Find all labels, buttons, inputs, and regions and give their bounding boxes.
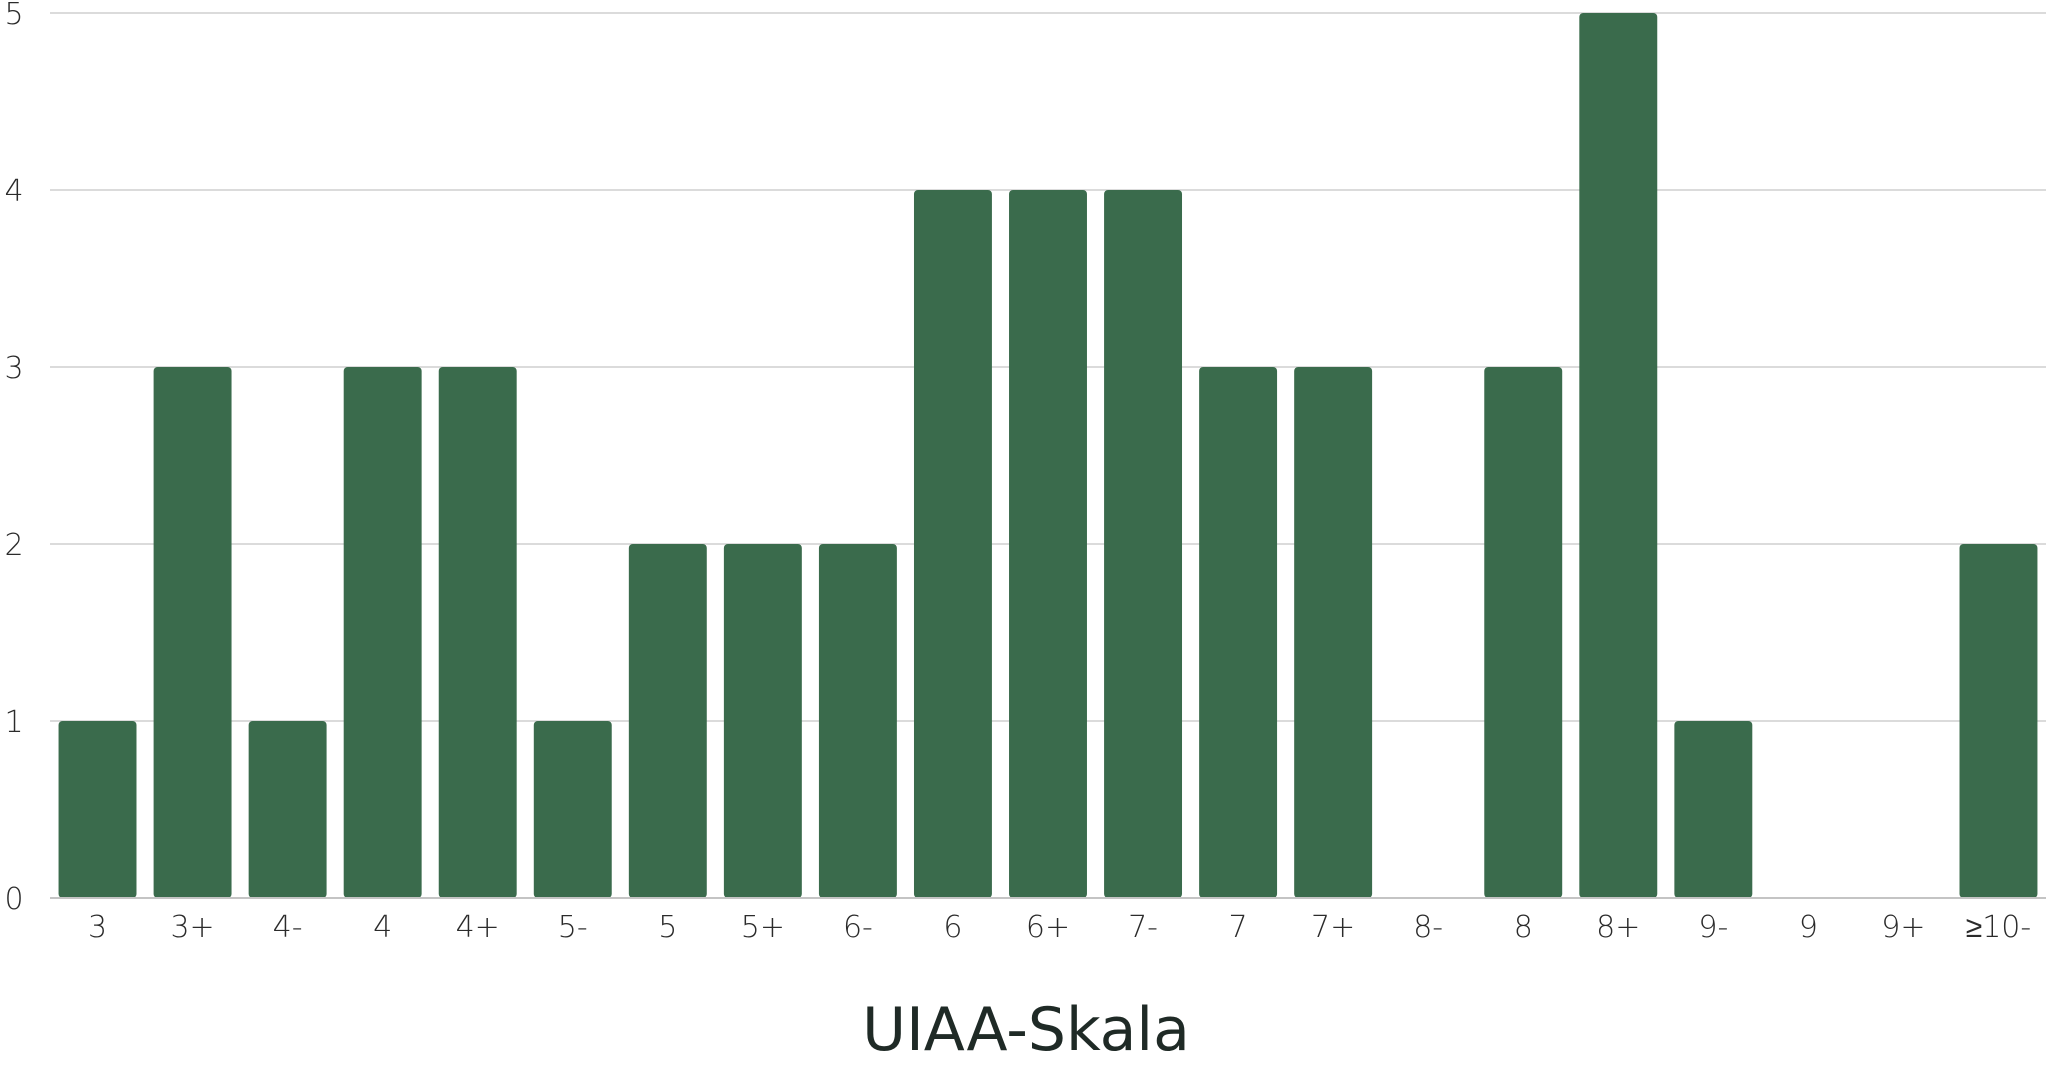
x-tick-label: 7+ [1311,910,1355,945]
x-axis-title: UIAA-Skala [862,995,1190,1065]
y-tick-label: 2 [4,528,23,563]
x-tick-label: 6 [943,910,962,945]
bar [1484,367,1563,898]
bar [1199,367,1278,898]
y-tick-label: 5 [4,0,23,32]
y-axis-ticks: 0 1 2 3 4 5 [4,0,23,917]
x-tick-label: 9- [1698,910,1728,945]
bar [1294,367,1373,898]
x-tick-label: 7- [1128,910,1158,945]
bar [1009,190,1087,898]
bar [723,544,802,898]
bar [248,721,327,898]
bar [533,721,612,898]
bar [1579,13,1658,898]
x-tick-label: 5+ [741,910,785,945]
y-tick-label: 3 [4,351,23,386]
x-tick-label: 8+ [1596,910,1640,945]
bar [153,367,232,898]
y-tick-label: 0 [4,882,23,917]
bar [1104,190,1183,898]
bar [438,367,517,898]
x-tick-label: 7 [1229,910,1248,945]
x-tick-label: 8- [1413,910,1443,945]
x-tick-label: 9+ [1881,910,1925,945]
x-tick-label: ≥10- [1966,910,2031,945]
bar [913,190,992,898]
x-tick-label: 8 [1514,910,1533,945]
x-tick-label: 5 [658,910,677,945]
x-tick-label: 6- [843,910,873,945]
y-tick-label: 1 [4,705,23,740]
x-tick-label: 5- [558,910,588,945]
bar [343,367,422,898]
bar [818,544,897,898]
y-tick-label: 4 [4,174,23,209]
x-tick-label: 4- [273,910,303,945]
x-tick-label: 6+ [1026,910,1070,945]
bar [1959,544,2038,898]
bars [58,13,2038,898]
x-axis-ticks: 3 3+ 4- 4 4+ 5- 5 5+ 6- 6 6+ 7- 7 7+ 8- 8 8+ 9- 9 9+ ≥10- [88,910,2031,945]
x-tick-label: 3 [88,910,107,945]
x-tick-label: 4+ [456,910,500,945]
x-tick-label: 4 [373,910,392,945]
bar [1674,721,1753,898]
bar [58,721,137,898]
bar [628,544,707,898]
x-tick-label: 3+ [170,910,214,945]
x-tick-label: 9 [1799,910,1818,945]
